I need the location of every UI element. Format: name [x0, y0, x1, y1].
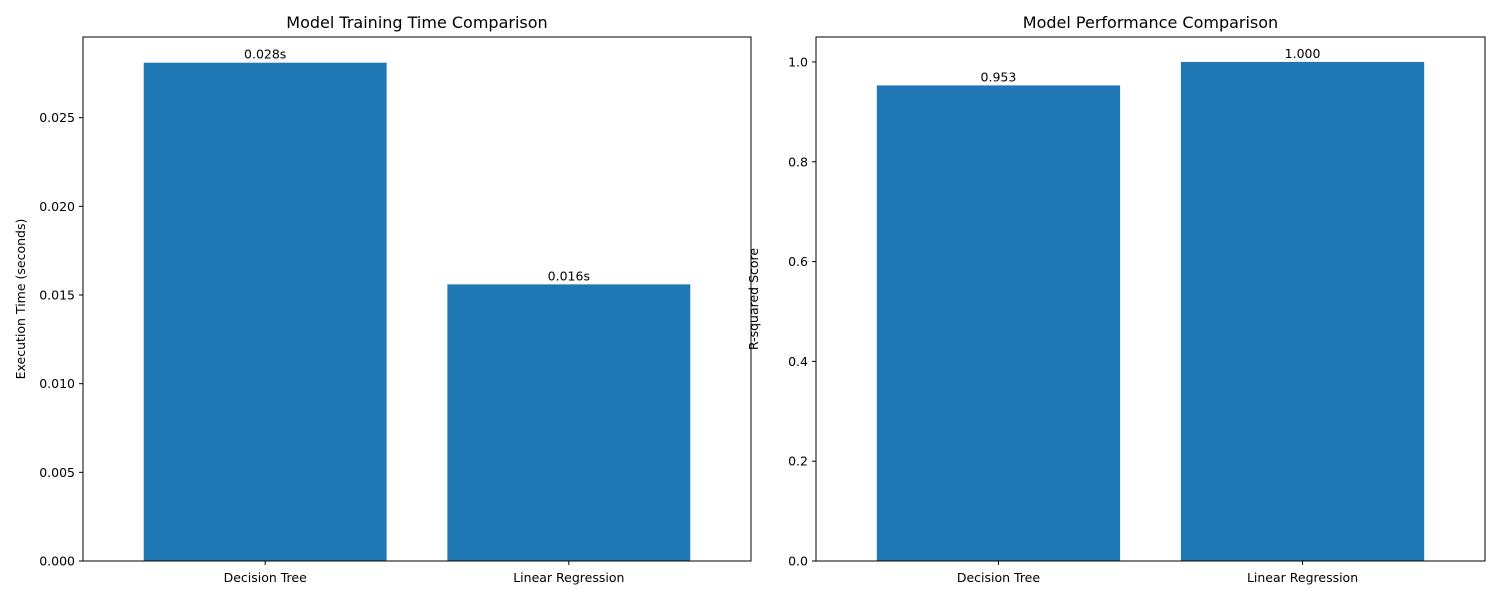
- y-tick-label: 0.015: [39, 288, 75, 303]
- y-tick-label: 0.8: [788, 154, 808, 169]
- y-tick-label: 0.020: [39, 199, 75, 214]
- y-tick-label: 0.000: [39, 554, 75, 569]
- y-tick-label: 1.0: [788, 54, 808, 69]
- y-tick-label: 0.005: [39, 465, 75, 480]
- y-tick-label: 0.025: [39, 110, 75, 125]
- bar-linear-regression: [1180, 61, 1425, 561]
- chart-training-time: 0.028s Decision Tree 0.016s Linear Regressi…: [13, 13, 752, 585]
- x-tick-label: Linear Regression: [1247, 570, 1358, 585]
- chart-title: Model Performance Comparison: [1023, 13, 1278, 32]
- plot-frame: [815, 36, 1486, 562]
- chart-title: Model Training Time Comparison: [286, 13, 547, 32]
- y-tick-label: 0.4: [788, 354, 808, 369]
- chart-performance: 0.953 Decision Tree 1.000 Linear Regression…: [746, 13, 1486, 585]
- x-tick-label: Decision Tree: [957, 570, 1041, 585]
- bar-value-label: 0.028s: [244, 47, 286, 62]
- y-tick-label: 0.0: [788, 554, 808, 569]
- bar-value-label: 1.000: [1285, 46, 1321, 61]
- y-axis-label: R-squared Score: [746, 248, 761, 351]
- bar-value-label: 0.953: [981, 69, 1017, 84]
- y-tick-label: 0.6: [788, 254, 808, 269]
- plot-frame: [82, 36, 752, 562]
- x-tick-label: Linear Regression: [513, 570, 624, 585]
- y-tick-label: 0.2: [788, 454, 808, 469]
- y-axis-label: Execution Time (seconds): [13, 219, 28, 380]
- bar-value-label: 0.016s: [548, 268, 590, 283]
- bar-decision-tree: [876, 85, 1121, 561]
- y-tick-label: 0.010: [39, 376, 75, 391]
- x-tick-label: Decision Tree: [224, 570, 308, 585]
- bar-decision-tree: [143, 62, 387, 562]
- bar-linear-regression: [447, 284, 691, 561]
